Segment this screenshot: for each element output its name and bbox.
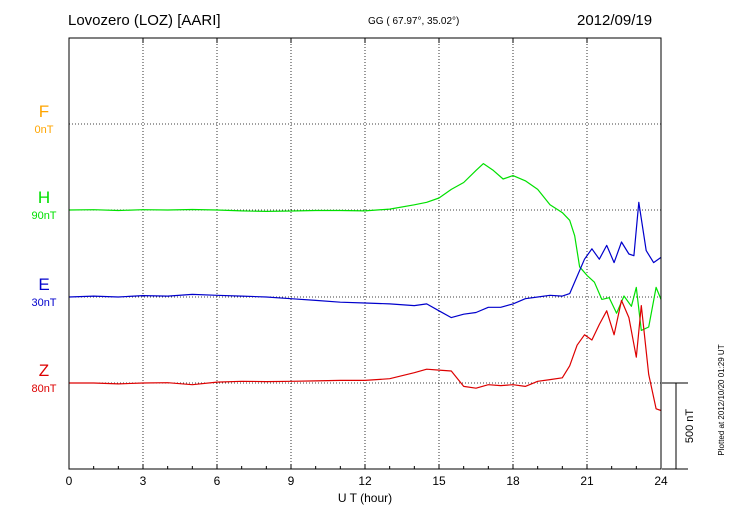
channel-letter-e: E [38,275,49,294]
x-axis-label: U T (hour) [338,491,392,505]
grid-lines [69,38,661,469]
series-lines [68,163,662,412]
x-tick-label: 9 [288,474,295,488]
x-tick-label: 15 [432,474,446,488]
station-coordinates: GG ( 67.97°, 35.02°) [368,16,460,27]
x-tick-label: 0 [66,474,73,488]
series-line-h [68,163,662,331]
channel-offset-f: 0nT [35,124,54,136]
channel-offset-z: 80nT [31,383,56,395]
channel-letter-f: F [39,102,49,121]
channel-offset-e: 30nT [31,297,56,309]
scale-bar-label: 500 nT [684,409,696,444]
channel-labels: F 0nT H 90nT E 30nT Z 80nT [31,102,56,395]
x-ticks: 0 3 6 9 12 15 18 21 24 [66,38,668,488]
plotted-timestamp: Plotted at 2012/10/20 01:29 UT [717,344,726,455]
series-line-e [68,201,662,319]
plot-date: 2012/09/19 [577,12,653,29]
channel-letter-h: H [38,188,50,207]
channel-letter-z: Z [39,361,49,380]
x-tick-label: 6 [214,474,221,488]
station-title: Lovozero (LOZ) [AARI] [68,12,221,29]
scale-bar: 500 nT [662,382,696,470]
x-tick-label: 24 [654,474,668,488]
x-tick-label: 18 [506,474,520,488]
channel-offset-h: 90nT [31,210,56,222]
series-line-z [69,299,662,412]
x-tick-label: 21 [580,474,594,488]
x-tick-label: 3 [140,474,147,488]
x-tick-label: 12 [358,474,372,488]
